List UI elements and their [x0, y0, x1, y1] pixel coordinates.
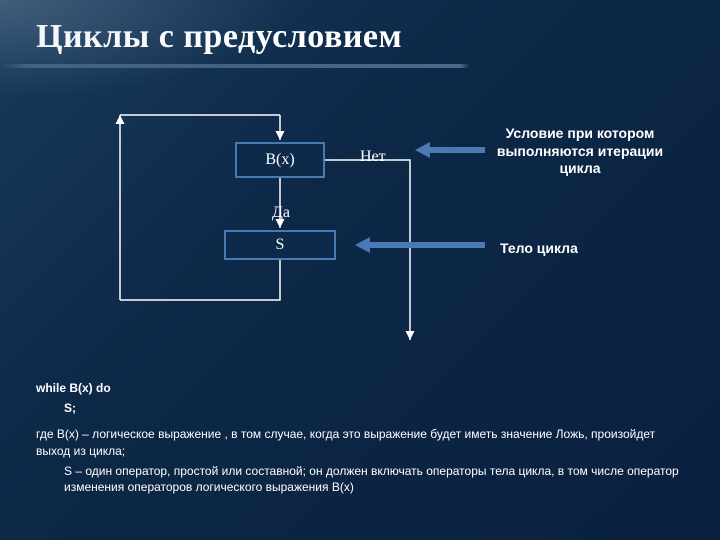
annotation-condition: Условие при котором выполняются итерации… [490, 125, 670, 178]
description-block: while B(x) do S; где B(x) – логическое в… [36, 380, 686, 499]
explain-intro: где B(x) – логическое выражение , в том … [36, 426, 686, 458]
no-label: Нет [360, 148, 386, 166]
body-box: S [224, 230, 336, 260]
explain-body: S – один оператор, простой или составной… [36, 463, 686, 495]
annotation-body: Тело цикла [500, 240, 650, 258]
code-line-1: while B(x) do [36, 380, 686, 396]
condition-box: B(x) [235, 142, 325, 178]
title-underline [0, 64, 720, 68]
code-line-2: S; [36, 400, 686, 416]
flowchart: B(x) S Нет Да Условие при котором выполн… [60, 100, 660, 370]
page-title: Циклы с предусловием [0, 0, 720, 64]
yes-label: Да [272, 204, 290, 222]
